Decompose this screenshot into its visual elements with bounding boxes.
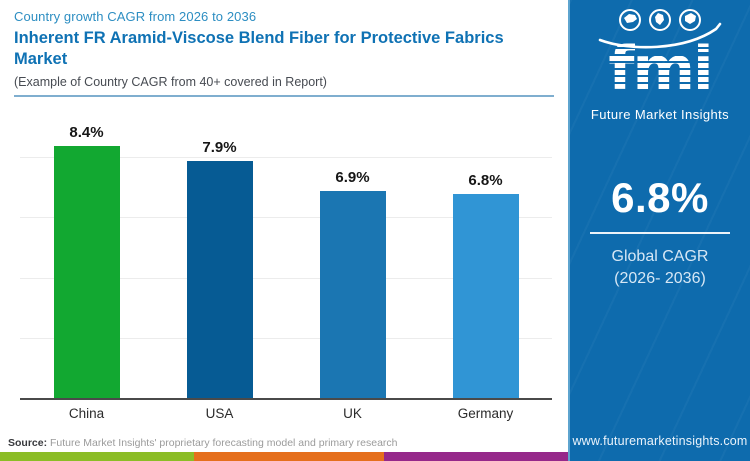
- header-divider: [14, 94, 554, 97]
- gridline: [20, 337, 552, 339]
- gridline: [20, 277, 552, 279]
- bar-value-label: 6.9%: [335, 168, 370, 186]
- website-link[interactable]: www.futuremarketinsights.com: [572, 434, 748, 448]
- continent-shapes: [624, 13, 696, 25]
- chart-header: Country growth CAGR from 2026 to 2036 In…: [0, 0, 568, 97]
- stat-divider: [590, 232, 730, 234]
- chart-subtitle: (Example of Country CAGR from 40+ covere…: [14, 74, 327, 89]
- global-cagr-label-line1: Global CAGR: [611, 248, 709, 265]
- fmi-logo-graphic: fmi: [598, 9, 722, 104]
- plot-area: 8.4% 7.9% 6.9% 6.8%: [20, 113, 552, 400]
- stripe-segment: [0, 452, 195, 461]
- bar-uk: 6.9%: [286, 169, 419, 399]
- sidebar: fmi Future Market Insights 6.8% Global C…: [570, 0, 750, 461]
- gridline: [20, 216, 552, 218]
- bar-china: 8.4%: [20, 124, 153, 399]
- category-label: USA: [205, 405, 234, 421]
- bar-rect: [319, 190, 386, 399]
- bar-usa: 7.9%: [153, 139, 286, 399]
- chart-panel: Country growth CAGR from 2026 to 2036 In…: [0, 0, 570, 461]
- page-title: Inherent FR Aramid-Viscose Blend Fiber f…: [14, 29, 504, 69]
- bar-value-label: 7.9%: [202, 138, 237, 156]
- bar-rect: [53, 145, 120, 399]
- bar-rect: [186, 160, 253, 399]
- stripe-segment: [383, 452, 568, 461]
- logo-swoosh: [598, 22, 722, 49]
- bars-container: 8.4% 7.9% 6.9% 6.8%: [20, 113, 552, 399]
- category-label: Germany: [457, 405, 514, 421]
- x-axis-line: [20, 397, 552, 400]
- fmi-logo: fmi Future Market Insights: [584, 7, 736, 122]
- source-label: Source:: [8, 437, 48, 449]
- source-note: Source: Future Market Insights' propriet…: [8, 437, 398, 449]
- footer-color-stripe: [0, 452, 568, 461]
- source-text: Future Market Insights' proprietary fore…: [50, 437, 398, 449]
- chart-eyebrow: Country growth CAGR from 2026 to 2036: [14, 9, 257, 24]
- globe-icons: [619, 9, 701, 31]
- bar-value-label: 8.4%: [69, 123, 104, 141]
- bar-germany: 6.8%: [419, 172, 552, 399]
- category-label: UK: [343, 405, 362, 421]
- bar-chart: 8.4% 7.9% 6.9% 6.8% China USA UK Germany: [20, 113, 552, 421]
- category-label: China: [68, 405, 105, 421]
- bar-value-label: 6.8%: [468, 171, 503, 189]
- stripe-segment: [194, 452, 384, 461]
- global-cagr-value: 6.8%: [611, 174, 709, 221]
- gridline: [20, 156, 552, 158]
- category-axis-labels: China USA UK Germany: [20, 406, 552, 421]
- logo-subtitle: Future Market Insights: [590, 107, 730, 122]
- global-cagr-label-line2: (2026- 2036): [614, 270, 706, 288]
- global-cagr-label: Global CAGR (2026- 2036): [612, 246, 709, 291]
- fmi-letters: fmi: [608, 34, 711, 101]
- bar-rect: [452, 193, 519, 399]
